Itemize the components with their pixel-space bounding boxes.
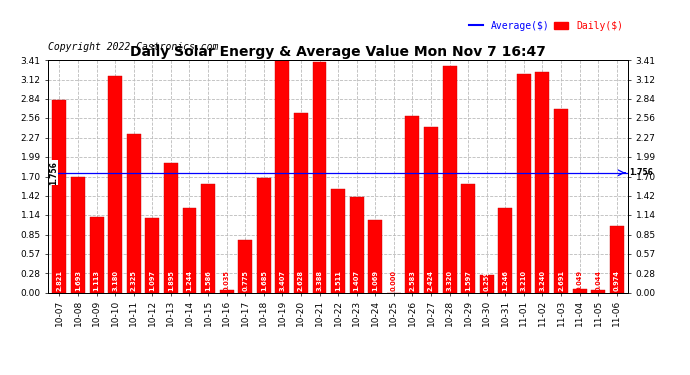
Bar: [52, 100, 66, 292]
Bar: [368, 220, 382, 292]
Text: 1.407: 1.407: [354, 270, 359, 291]
Text: 0.974: 0.974: [613, 270, 620, 291]
Text: 1.895: 1.895: [168, 270, 174, 291]
Text: 0.259: 0.259: [484, 270, 490, 291]
Bar: [219, 290, 234, 292]
Text: 0.044: 0.044: [595, 270, 601, 291]
Bar: [71, 177, 85, 292]
Bar: [535, 72, 549, 292]
Text: 1.113: 1.113: [94, 270, 99, 291]
Bar: [238, 240, 252, 292]
Bar: [554, 109, 568, 292]
Bar: [331, 189, 345, 292]
Text: 3.407: 3.407: [279, 270, 286, 291]
Bar: [275, 60, 289, 292]
Text: 2.583: 2.583: [409, 270, 415, 291]
Text: 2.821: 2.821: [57, 270, 63, 291]
Bar: [108, 76, 122, 292]
Bar: [591, 290, 605, 292]
Bar: [461, 184, 475, 292]
Bar: [183, 208, 197, 292]
Legend: Average($), Daily($): Average($), Daily($): [469, 21, 623, 31]
Text: 1.069: 1.069: [372, 270, 378, 291]
Text: 1.693: 1.693: [75, 270, 81, 291]
Text: 3.180: 3.180: [112, 270, 118, 291]
Bar: [442, 66, 457, 292]
Text: 2.325: 2.325: [130, 270, 137, 291]
Text: 3.388: 3.388: [317, 270, 322, 291]
Bar: [257, 178, 270, 292]
Text: 3.240: 3.240: [540, 270, 546, 291]
Bar: [127, 134, 141, 292]
Bar: [313, 62, 326, 292]
Text: 1.586: 1.586: [205, 270, 211, 291]
Text: 0.000: 0.000: [391, 270, 397, 291]
Text: 0.035: 0.035: [224, 270, 230, 291]
Text: 1.244: 1.244: [186, 270, 193, 291]
Text: 0.049: 0.049: [577, 270, 582, 291]
Text: 1.246: 1.246: [502, 270, 509, 291]
Text: 2.628: 2.628: [298, 270, 304, 291]
Text: 1.756: 1.756: [629, 168, 653, 177]
Bar: [517, 74, 531, 292]
Text: 2.691: 2.691: [558, 270, 564, 291]
Bar: [90, 217, 104, 292]
Bar: [424, 127, 438, 292]
Bar: [573, 289, 586, 292]
Bar: [294, 113, 308, 292]
Text: 1.685: 1.685: [261, 270, 267, 291]
Bar: [350, 196, 364, 292]
Bar: [498, 207, 512, 292]
Bar: [406, 116, 420, 292]
Bar: [480, 275, 493, 292]
Title: Daily Solar Energy & Average Value Mon Nov 7 16:47: Daily Solar Energy & Average Value Mon N…: [130, 45, 546, 59]
Text: 2.424: 2.424: [428, 270, 434, 291]
Text: 0.775: 0.775: [242, 270, 248, 291]
Text: 1.511: 1.511: [335, 270, 341, 291]
Text: 1.597: 1.597: [465, 270, 471, 291]
Bar: [164, 163, 178, 292]
Text: 3.210: 3.210: [521, 270, 527, 291]
Text: 1.756: 1.756: [49, 161, 58, 185]
Bar: [201, 184, 215, 292]
Bar: [146, 218, 159, 292]
Text: 3.320: 3.320: [446, 270, 453, 291]
Text: Copyright 2022 Castronics.com: Copyright 2022 Castronics.com: [48, 42, 219, 52]
Text: 1.097: 1.097: [149, 270, 155, 291]
Bar: [610, 226, 624, 292]
